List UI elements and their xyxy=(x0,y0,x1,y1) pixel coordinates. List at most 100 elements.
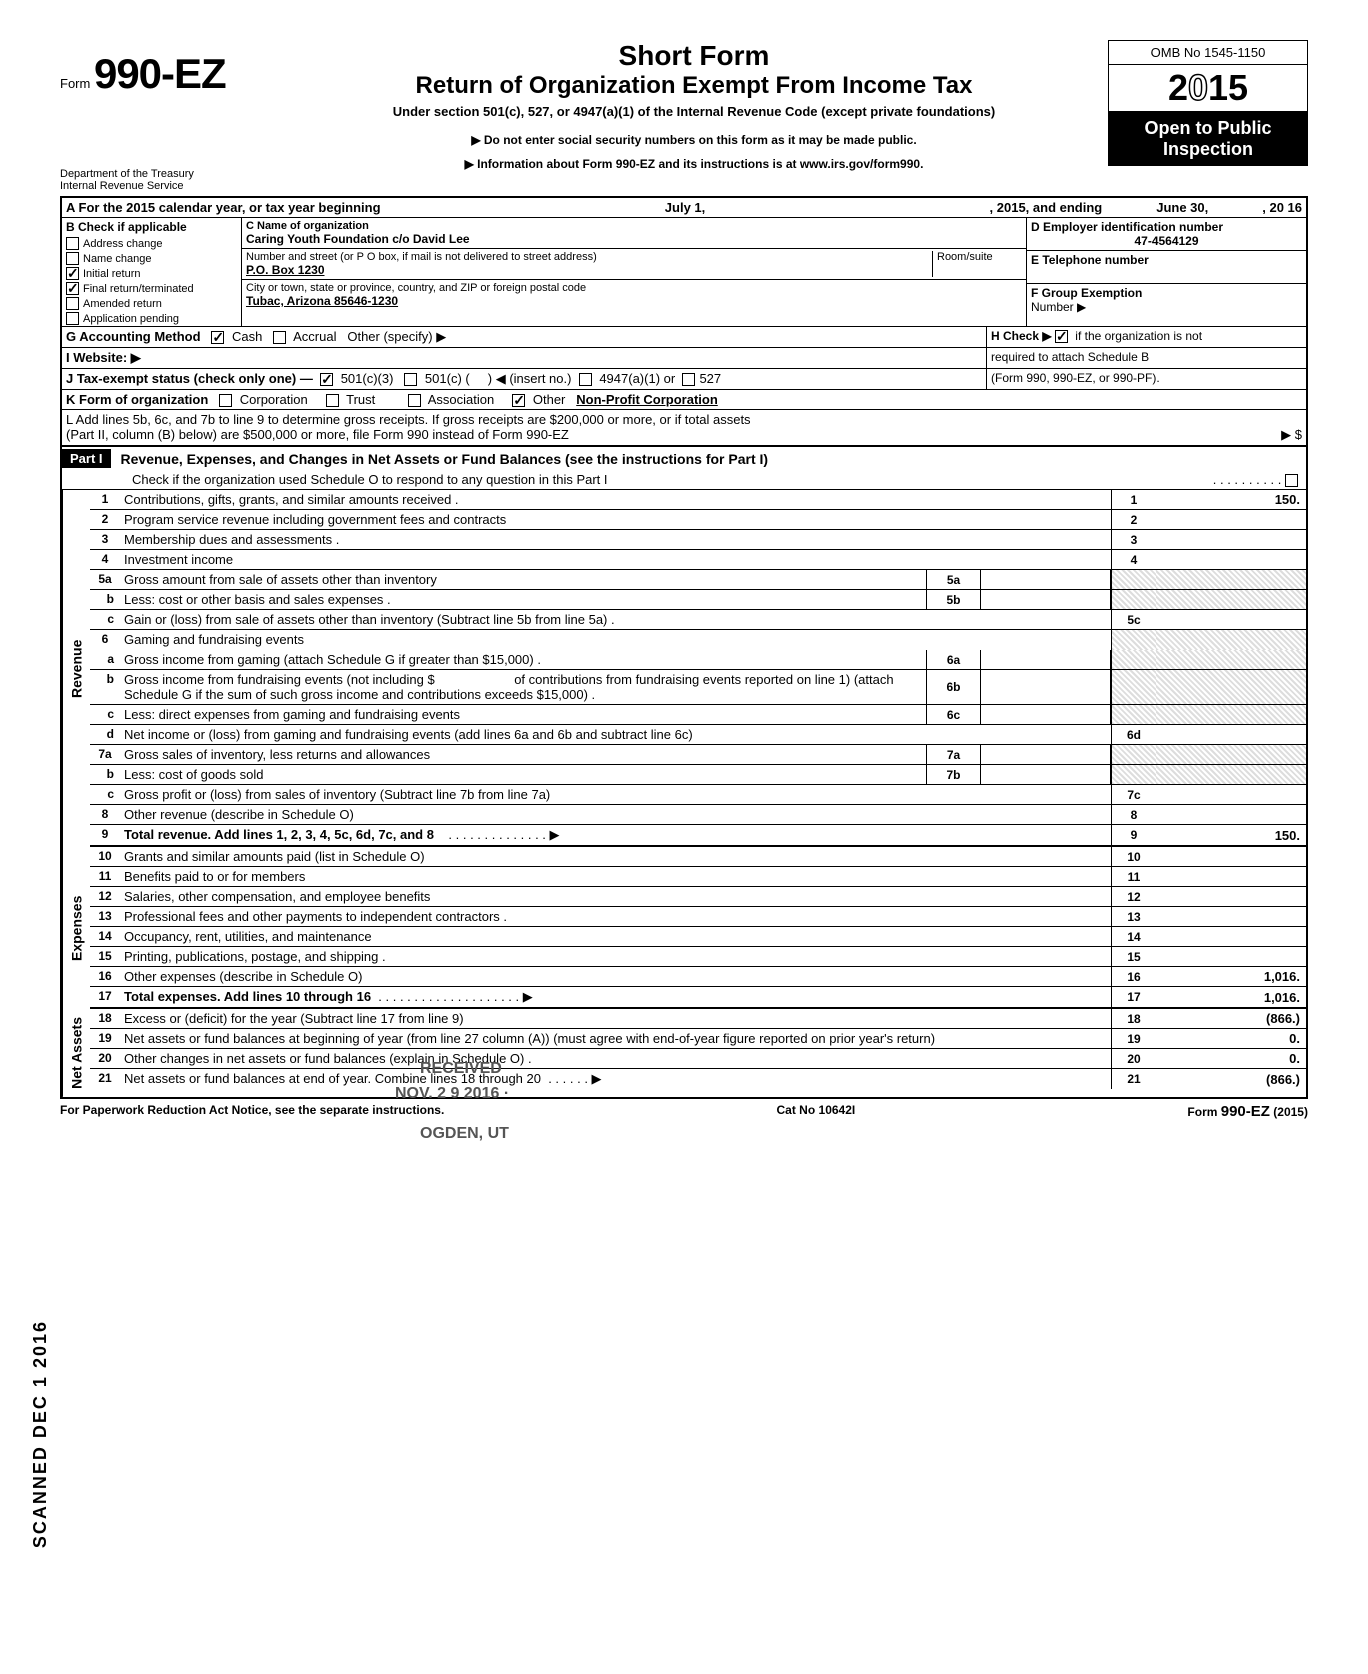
l6b-no: b xyxy=(90,670,120,704)
c-city-row: City or town, state or province, country… xyxy=(242,280,1026,310)
form-prefix: Form xyxy=(60,76,90,91)
j-501c3-check[interactable] xyxy=(320,373,333,386)
part1-schedule-o-check[interactable] xyxy=(1285,474,1298,487)
k-other-check[interactable] xyxy=(512,394,525,407)
section-l: L Add lines 5b, 6c, and 7b to line 9 to … xyxy=(62,410,1306,447)
b-final-return[interactable]: Final return/terminated xyxy=(62,281,241,296)
l7a-text: Gross sales of inventory, less returns a… xyxy=(120,745,926,764)
l5c-text: Gain or (loss) from sale of assets other… xyxy=(120,610,1111,629)
l8-no: 8 xyxy=(90,805,120,824)
l3-text: Membership dues and assessments . xyxy=(120,530,1111,549)
l10-no: 10 xyxy=(90,847,120,866)
l16-no: 16 xyxy=(90,967,120,986)
l6b-val xyxy=(1156,670,1306,704)
section-a: A For the 2015 calendar year, or tax yea… xyxy=(62,198,1306,218)
b-initial-return[interactable]: Initial return xyxy=(62,266,241,281)
l19-val: 0. xyxy=(1156,1029,1306,1048)
l1-rno: 1 xyxy=(1111,490,1156,509)
b-app-pending[interactable]: Application pending xyxy=(62,311,241,326)
main-body: A For the 2015 calendar year, or tax yea… xyxy=(60,196,1308,1099)
j-4947-check[interactable] xyxy=(579,373,592,386)
l15-no: 15 xyxy=(90,947,120,966)
l13-text: Professional fees and other payments to … xyxy=(120,907,1111,926)
return-title: Return of Organization Exempt From Incom… xyxy=(280,72,1108,100)
l6-val xyxy=(1156,630,1306,650)
l7c-no: c xyxy=(90,785,120,804)
revenue-section: Revenue 1Contributions, gifts, grants, a… xyxy=(62,490,1306,847)
g-accrual: Accrual xyxy=(293,329,336,344)
l18-no: 18 xyxy=(90,1009,120,1028)
l5a-rno xyxy=(1111,570,1156,589)
l6d-rno: 6d xyxy=(1111,725,1156,744)
a-label: A For the 2015 calendar year, or tax yea… xyxy=(66,200,381,215)
l16-text: Other expenses (describe in Schedule O) xyxy=(120,967,1111,986)
l4-val xyxy=(1156,550,1306,569)
l6c-subval xyxy=(981,705,1111,724)
k-trust-check[interactable] xyxy=(326,394,339,407)
l19-text: Net assets or fund balances at beginning… xyxy=(120,1029,1111,1048)
l7b-subval xyxy=(981,765,1111,784)
h-check[interactable] xyxy=(1055,330,1068,343)
l5a-val xyxy=(1156,570,1306,589)
l5b-no: b xyxy=(90,590,120,609)
j-501c-check[interactable] xyxy=(404,373,417,386)
f-label2: Number ▶ xyxy=(1031,300,1302,314)
e-label: E Telephone number xyxy=(1031,253,1302,267)
l7a-val xyxy=(1156,745,1306,764)
j-4947: 4947(a)(1) or xyxy=(599,371,675,386)
part1-header: Part I Revenue, Expenses, and Changes in… xyxy=(62,447,1306,490)
tax-year: 2015 xyxy=(1108,65,1308,112)
l5c-rno: 5c xyxy=(1111,610,1156,629)
section-b: B Check if applicable Address change Nam… xyxy=(62,218,242,326)
l6b-sub: 6b xyxy=(926,670,981,704)
k-corp-check[interactable] xyxy=(219,394,232,407)
section-h: H Check ▶ if the organization is not xyxy=(986,327,1306,347)
l18-rno: 18 xyxy=(1111,1009,1156,1028)
dept-irs: Internal Revenue Service xyxy=(60,180,280,192)
short-form-title: Short Form xyxy=(280,40,1108,72)
h-text2: required to attach Schedule B xyxy=(986,348,1306,368)
info-url: ▶ Information about Form 990-EZ and its … xyxy=(280,157,1108,171)
l6c-no: c xyxy=(90,705,120,724)
l6d-val xyxy=(1156,725,1306,744)
l6a-text: Gross income from gaming (attach Schedul… xyxy=(120,650,926,669)
l8-val xyxy=(1156,805,1306,824)
l3-rno: 3 xyxy=(1111,530,1156,549)
l5b-text: Less: cost or other basis and sales expe… xyxy=(120,590,926,609)
l12-val xyxy=(1156,887,1306,906)
l6c-rno xyxy=(1111,705,1156,724)
c-name-row: C Name of organization Caring Youth Foun… xyxy=(242,218,1026,249)
g-accrual-check[interactable] xyxy=(273,331,286,344)
k-corp: Corporation xyxy=(240,392,308,407)
l6d-text: Net income or (loss) from gaming and fun… xyxy=(120,725,1111,744)
l18-text: Excess or (deficit) for the year (Subtra… xyxy=(120,1009,1111,1028)
l7b-no: b xyxy=(90,765,120,784)
k-assoc-check[interactable] xyxy=(408,394,421,407)
b-name-change[interactable]: Name change xyxy=(62,251,241,266)
section-k: K Form of organization Corporation Trust… xyxy=(62,390,1306,410)
b-address-change[interactable]: Address change xyxy=(62,236,241,251)
b-amended[interactable]: Amended return xyxy=(62,296,241,311)
g-cash-check[interactable] xyxy=(211,331,224,344)
l9-rno: 9 xyxy=(1111,825,1156,845)
l10-text: Grants and similar amounts paid (list in… xyxy=(120,847,1111,866)
l4-text: Investment income xyxy=(120,550,1111,569)
l7a-sub: 7a xyxy=(926,745,981,764)
side-stamp: SCANNED DEC 1 2016 xyxy=(30,1320,51,1548)
title-block: Short Form Return of Organization Exempt… xyxy=(280,40,1108,171)
open-public-2: Inspection xyxy=(1114,139,1302,160)
j-527-check[interactable] xyxy=(682,373,695,386)
l2-no: 2 xyxy=(90,510,120,529)
l7b-sub: 7b xyxy=(926,765,981,784)
l7c-rno: 7c xyxy=(1111,785,1156,804)
l8-rno: 8 xyxy=(1111,805,1156,824)
l17-no: 17 xyxy=(90,987,120,1007)
l16-rno: 16 xyxy=(1111,967,1156,986)
l20-text: Other changes in net assets or fund bala… xyxy=(120,1049,1111,1068)
j-527: 527 xyxy=(699,371,721,386)
l21-val: (866.) xyxy=(1156,1069,1306,1089)
l-text2: (Part II, column (B) below) are $500,000… xyxy=(66,427,569,443)
l15-val xyxy=(1156,947,1306,966)
l7c-val xyxy=(1156,785,1306,804)
l19-no: 19 xyxy=(90,1029,120,1048)
